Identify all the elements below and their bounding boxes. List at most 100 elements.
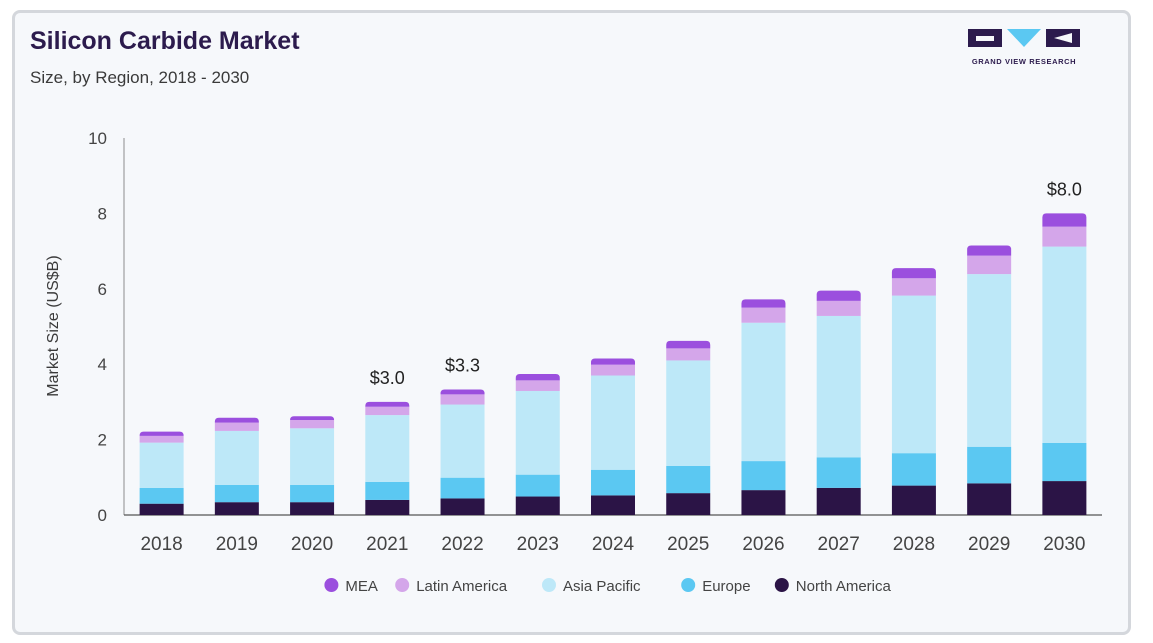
bar-2030-europe: [1042, 442, 1087, 482]
legend-item-mea: MEA: [324, 578, 378, 595]
bar-2023-asia-pacific: [515, 390, 560, 475]
bar-stack-2021: [365, 401, 410, 515]
x-tick-label-2028: 2028: [893, 534, 935, 555]
legend-item-asia-pacific: Asia Pacific: [542, 578, 641, 595]
bar-stack-2029: [967, 245, 1012, 515]
bar-2019-mea: [214, 417, 259, 423]
bar-stack-2019: [214, 417, 259, 515]
x-tick-label-2022: 2022: [441, 534, 483, 555]
legend-swatch-mea: [324, 578, 339, 592]
bar-2030-asia-pacific: [1042, 246, 1087, 443]
x-tick-label-2024: 2024: [592, 534, 635, 555]
bar-2025-latin-america: [666, 348, 711, 361]
annotation-2030: $8.0: [1047, 179, 1082, 199]
y-tick-label-4: 4: [98, 355, 107, 374]
bar-2023-europe: [515, 474, 560, 497]
bar-2018-europe: [139, 487, 184, 504]
legend-item-north-america: North America: [774, 578, 892, 595]
legend-label-north-america: North America: [796, 578, 892, 595]
bar-2021-europe: [365, 481, 410, 500]
x-tick-label-2029: 2029: [968, 534, 1010, 555]
bar-2027-latin-america: [816, 300, 861, 316]
bar-2030-mea: [1042, 213, 1087, 227]
bar-2019-europe: [214, 484, 259, 503]
x-tick-label-2020: 2020: [291, 534, 333, 555]
bar-2020-europe: [290, 484, 335, 503]
bar-2023-latin-america: [515, 380, 560, 391]
gvr-logo-mark: [968, 29, 1080, 47]
bar-stack-2024: [591, 358, 635, 515]
bar-2030-latin-america: [1042, 226, 1087, 247]
bar-2030-north-america: [1042, 481, 1087, 515]
y-tick-label-2: 2: [98, 431, 107, 450]
legend-label-europe: Europe: [702, 578, 750, 595]
y-tick-label-6: 6: [98, 280, 107, 299]
bar-2019-latin-america: [214, 422, 259, 431]
bar-2026-asia-pacific: [741, 322, 786, 462]
x-tick-label-2030: 2030: [1043, 534, 1085, 555]
bar-2018-latin-america: [139, 435, 184, 443]
bar-2026-europe: [741, 461, 786, 491]
legend-swatch-europe: [681, 578, 696, 592]
x-ticks: 2018 2019 2020 2021 2022 2023 2024 2025 2026 2027…: [140, 534, 1085, 555]
x-tick-label-2027: 2027: [818, 534, 860, 555]
bar-2027-north-america: [816, 487, 861, 515]
bar-2028-latin-america: [891, 278, 936, 296]
bar-2021-latin-america: [365, 406, 410, 416]
y-tick-label-0: 0: [98, 506, 107, 525]
y-ticks: 0 2 4 6 8 10: [88, 129, 107, 525]
bar-2022-asia-pacific: [440, 404, 485, 478]
chart-card: [12, 10, 1131, 635]
x-tick-label-2021: 2021: [366, 534, 408, 555]
bar-2018-north-america: [139, 503, 184, 515]
chart-title: Silicon Carbide Market: [30, 27, 300, 55]
bar-2025-asia-pacific: [666, 360, 711, 466]
bar-2026-north-america: [741, 490, 786, 515]
x-tick-label-2026: 2026: [742, 534, 784, 555]
legend-swatch-asia-pacific: [542, 578, 556, 592]
bar-2028-north-america: [891, 485, 936, 515]
bar-2028-europe: [891, 453, 936, 486]
bar-2026-mea: [741, 299, 786, 308]
bar-2023-mea: [515, 374, 560, 381]
legend-item-latin-america: Latin America: [395, 578, 508, 595]
bar-2023-north-america: [515, 496, 560, 515]
bar-2022-mea: [440, 389, 485, 395]
bar-2024-asia-pacific: [591, 375, 635, 470]
bar-stack-2026: [741, 299, 786, 515]
bar-2020-latin-america: [290, 419, 335, 429]
bar-stack-2023: [515, 374, 560, 515]
annotations: $3.0 $3.3 $8.0: [370, 179, 1082, 388]
bar-2029-north-america: [967, 483, 1012, 515]
bar-stack-2027: [816, 290, 861, 515]
legend-label-latin-america: Latin America: [416, 578, 508, 595]
legend: MEA Latin America Asia Pacific Europe North …: [324, 578, 891, 595]
y-tick-label-10: 10: [88, 129, 107, 148]
bar-2021-north-america: [365, 499, 410, 515]
bar-2025-europe: [666, 465, 711, 494]
bar-2027-mea: [816, 290, 861, 301]
bar-2029-mea: [967, 245, 1012, 256]
bar-2029-europe: [967, 446, 1012, 484]
annotation-2021: $3.0: [370, 368, 405, 388]
x-tick-label-2018: 2018: [140, 534, 182, 555]
bar-2022-latin-america: [440, 394, 485, 405]
bar-2020-asia-pacific: [290, 428, 335, 485]
legend-swatch-north-america: [774, 578, 789, 592]
bar-stack-2020: [290, 416, 335, 515]
bar-2020-north-america: [290, 502, 335, 515]
legend-swatch-latin-america: [395, 578, 410, 592]
bar-stack-2018: [139, 431, 184, 515]
bar-stack-2025: [666, 340, 711, 515]
bars: [139, 213, 1087, 515]
bar-2024-north-america: [591, 495, 635, 515]
legend-label-asia-pacific: Asia Pacific: [563, 578, 641, 595]
bar-2019-north-america: [214, 502, 259, 515]
x-tick-label-2019: 2019: [216, 534, 258, 555]
bar-2022-north-america: [440, 498, 485, 515]
bar-2029-latin-america: [967, 255, 1012, 275]
bar-2018-mea: [139, 431, 184, 436]
chart-subtitle: Size, by Region, 2018 - 2030: [30, 68, 250, 87]
grand-view-research-logo: GRAND VIEW RESEARCH: [968, 27, 1080, 71]
